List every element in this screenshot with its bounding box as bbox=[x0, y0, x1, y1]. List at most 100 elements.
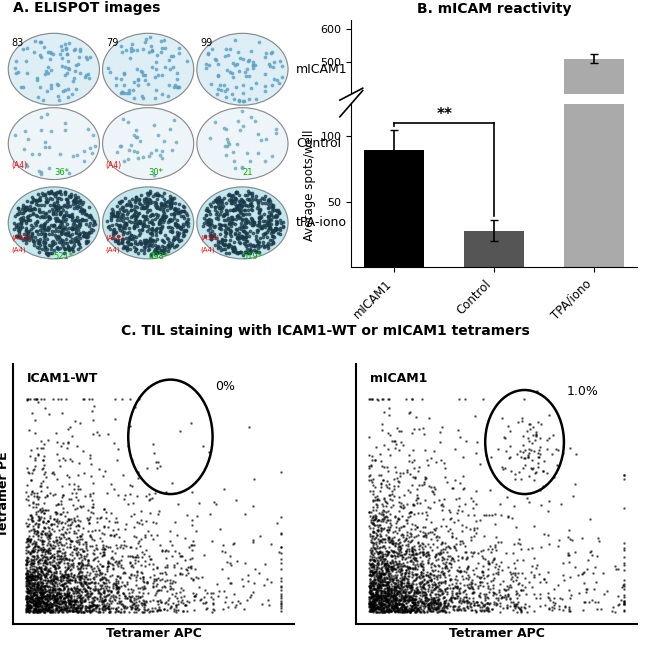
Point bbox=[395, 588, 405, 599]
Point bbox=[58, 243, 69, 254]
Point bbox=[390, 435, 400, 445]
Point bbox=[408, 472, 418, 482]
Point bbox=[369, 606, 379, 617]
Point bbox=[528, 421, 538, 432]
Point bbox=[93, 587, 103, 598]
Point bbox=[57, 579, 67, 590]
Point bbox=[47, 236, 58, 246]
Point bbox=[226, 196, 237, 206]
Point bbox=[410, 564, 420, 574]
Point bbox=[120, 489, 130, 500]
Point bbox=[111, 574, 121, 585]
Point bbox=[159, 604, 169, 615]
Point bbox=[98, 593, 108, 603]
Point bbox=[51, 603, 61, 614]
Point bbox=[380, 587, 390, 598]
Point bbox=[172, 82, 182, 93]
Point bbox=[374, 495, 384, 505]
Point bbox=[109, 594, 119, 604]
Point bbox=[87, 577, 98, 587]
Point bbox=[451, 593, 462, 604]
Point bbox=[407, 545, 417, 556]
Point bbox=[181, 564, 192, 575]
Point bbox=[34, 587, 45, 597]
Point bbox=[29, 607, 39, 618]
Point bbox=[37, 558, 47, 568]
Point bbox=[380, 596, 391, 606]
Point bbox=[457, 571, 467, 581]
Point bbox=[133, 194, 144, 204]
Point bbox=[32, 605, 42, 616]
Point bbox=[46, 602, 57, 613]
Point bbox=[462, 564, 473, 575]
Point bbox=[170, 202, 180, 213]
Point bbox=[365, 597, 375, 607]
Point bbox=[131, 532, 142, 543]
Point bbox=[558, 605, 568, 616]
Point bbox=[38, 526, 48, 536]
Point bbox=[149, 170, 159, 181]
Point bbox=[403, 589, 413, 600]
Point bbox=[403, 536, 413, 547]
Point bbox=[16, 217, 26, 227]
Point bbox=[146, 209, 157, 219]
Point bbox=[534, 589, 545, 600]
Point bbox=[59, 229, 70, 239]
Point bbox=[41, 601, 51, 612]
Point bbox=[145, 233, 155, 244]
Point bbox=[70, 595, 81, 606]
Point bbox=[396, 539, 407, 550]
Point bbox=[369, 547, 379, 558]
Point bbox=[387, 551, 397, 562]
Point bbox=[53, 79, 64, 90]
Point bbox=[418, 606, 428, 616]
Point bbox=[395, 549, 405, 560]
Point bbox=[151, 242, 162, 252]
Point bbox=[383, 532, 393, 543]
Point bbox=[22, 553, 32, 564]
Point bbox=[70, 606, 80, 616]
Point bbox=[49, 585, 60, 595]
Point bbox=[38, 564, 49, 574]
Point bbox=[201, 205, 211, 215]
Point bbox=[47, 575, 58, 585]
Point bbox=[51, 509, 61, 519]
Point bbox=[17, 222, 27, 233]
Point bbox=[190, 564, 200, 574]
Point bbox=[382, 497, 392, 508]
Point bbox=[396, 601, 406, 612]
Point bbox=[23, 541, 34, 551]
Point bbox=[382, 570, 393, 581]
Point bbox=[178, 228, 188, 238]
Point bbox=[144, 489, 154, 499]
Point bbox=[383, 601, 393, 612]
Point bbox=[274, 207, 284, 217]
Point bbox=[443, 505, 454, 515]
Point bbox=[398, 582, 408, 593]
Point bbox=[38, 535, 49, 546]
Point bbox=[73, 484, 83, 494]
Point bbox=[155, 223, 166, 233]
Point bbox=[385, 489, 395, 500]
Point bbox=[534, 568, 545, 579]
Point bbox=[271, 215, 281, 226]
Point bbox=[367, 580, 377, 591]
Point bbox=[386, 535, 396, 545]
Point bbox=[462, 598, 473, 608]
Point bbox=[435, 549, 445, 559]
Point bbox=[259, 194, 269, 204]
Point bbox=[25, 537, 35, 547]
Point bbox=[363, 602, 374, 612]
Point bbox=[370, 514, 380, 524]
Point bbox=[396, 591, 406, 602]
Point bbox=[156, 245, 166, 256]
Point bbox=[23, 603, 33, 614]
Point bbox=[40, 69, 51, 79]
Point bbox=[47, 549, 57, 560]
Point bbox=[151, 457, 162, 467]
Point bbox=[33, 200, 44, 210]
Point bbox=[432, 595, 443, 605]
Point bbox=[406, 572, 417, 582]
Point bbox=[220, 51, 231, 61]
Point bbox=[71, 488, 81, 499]
